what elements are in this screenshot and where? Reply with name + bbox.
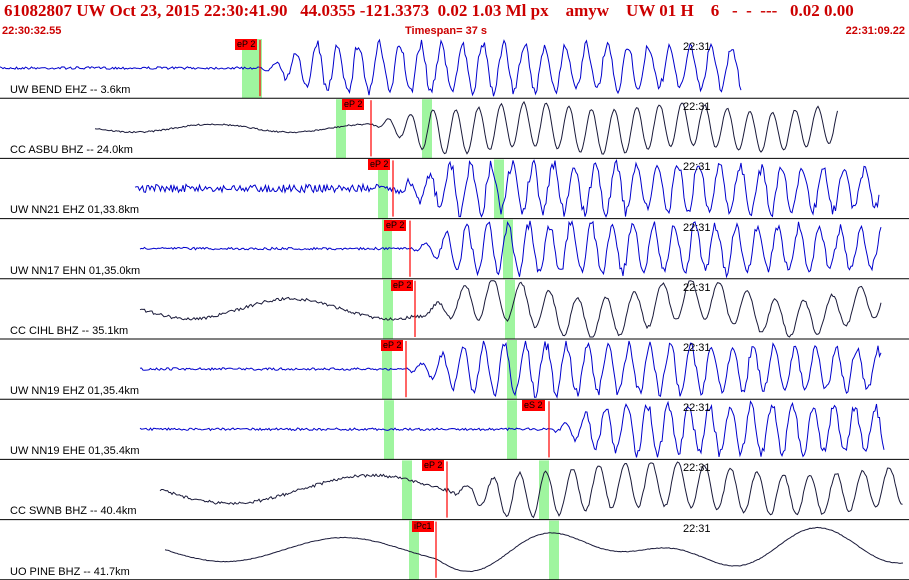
- timespan: Timespan= 37 s: [405, 25, 488, 37]
- event-summary: 61082807 UW Oct 23, 2015 22:30:41.90 44.…: [4, 1, 854, 20]
- station-label: UW NN17 EHN 01,35.0km: [10, 264, 141, 277]
- time-tick-label: 22:31: [683, 221, 711, 234]
- trace-panel[interactable]: [0, 158, 909, 220]
- seismogram-trace: [164, 526, 904, 573]
- time-tick-label: 22:31: [683, 522, 711, 535]
- time-tick-label: 22:31: [683, 41, 711, 53]
- trace-panel[interactable]: [0, 99, 909, 159]
- station-label: UW NN19 EHZ 01,35.4km: [10, 385, 139, 397]
- start-time: 22:30:32.55: [2, 25, 62, 37]
- trace-panel[interactable]: [0, 279, 909, 340]
- pick-label[interactable]: eP 2: [381, 340, 404, 351]
- time-tick-label: 22:31: [683, 281, 711, 294]
- waveform-panels[interactable]: eP 2 22:31 UW BEND EHZ -- 3.6km eP 2 22:31 CC…: [0, 38, 909, 580]
- pick-window: [507, 340, 517, 400]
- trace-panel[interactable]: [0, 400, 909, 460]
- seismogram-trace: [159, 461, 903, 519]
- station-label: CC CIHL BHZ -- 35.1km: [10, 324, 129, 337]
- end-time: 22:31:09.22: [845, 25, 905, 37]
- pick-label[interactable]: eP 2: [342, 99, 365, 111]
- time-tick-label: 22:31: [683, 402, 711, 415]
- time-tick-label: 22:31: [683, 161, 711, 174]
- station-label: UW NN19 EHE 01,35.4km: [10, 445, 140, 458]
- station-label: UW NN21 EHZ 01,33.8km: [10, 204, 139, 217]
- pick-window: [336, 99, 346, 159]
- pick-label[interactable]: eP 2: [368, 159, 391, 171]
- pick-window: [539, 460, 549, 520]
- pick-window: [505, 279, 515, 339]
- pick-window: [402, 460, 412, 520]
- seismogram-trace: [94, 100, 838, 155]
- waveform-canvas[interactable]: [0, 38, 909, 580]
- pick-label[interactable]: eP 2: [235, 39, 258, 50]
- pick-window: [252, 39, 262, 99]
- seismogram-trace: [139, 280, 882, 338]
- pick-window: [507, 400, 517, 460]
- trace-panel[interactable]: [0, 340, 909, 400]
- time-tick-label: 22:31: [683, 101, 711, 114]
- event-header: 61082807 UW Oct 23, 2015 22:30:41.90 44.…: [0, 0, 909, 22]
- pick-window: [378, 159, 388, 219]
- pick-label[interactable]: eP 2: [391, 279, 414, 291]
- time-range-bar: 22:30:32.55 Timespan= 37 s 22:31:09.22: [0, 23, 909, 37]
- pick-window: [383, 279, 393, 339]
- trace-panel[interactable]: [0, 520, 909, 580]
- time-tick-label: 22:31: [683, 342, 711, 354]
- seismogram-trace: [0, 38, 742, 97]
- pick-label[interactable]: eS 2: [522, 400, 545, 412]
- pick-window: [409, 520, 419, 580]
- station-label: UO PINE BHZ -- 41.7km: [10, 565, 130, 578]
- seismogram-trace: [139, 220, 882, 279]
- trace-panel[interactable]: [0, 219, 909, 280]
- time-tick-label: 22:31: [683, 462, 711, 475]
- pick-label[interactable]: eP 2: [384, 219, 407, 231]
- trace-panel[interactable]: [0, 460, 909, 521]
- pick-label[interactable]: iPc1: [412, 520, 434, 532]
- seismogram-trace: [134, 158, 880, 218]
- station-label: CC ASBU BHZ -- 24.0km: [10, 144, 133, 157]
- pick-window: [422, 99, 432, 159]
- pick-window: [503, 219, 513, 279]
- pick-window: [549, 520, 559, 580]
- seismogram-trace: [139, 400, 885, 458]
- trace-panel[interactable]: [0, 38, 909, 99]
- station-label: CC SWNB BHZ -- 40.4km: [10, 505, 137, 518]
- pick-label[interactable]: eP 2: [422, 460, 445, 472]
- seismogram-trace: [139, 340, 882, 399]
- station-label: UW BEND EHZ -- 3.6km: [10, 84, 131, 96]
- pick-window: [494, 159, 504, 219]
